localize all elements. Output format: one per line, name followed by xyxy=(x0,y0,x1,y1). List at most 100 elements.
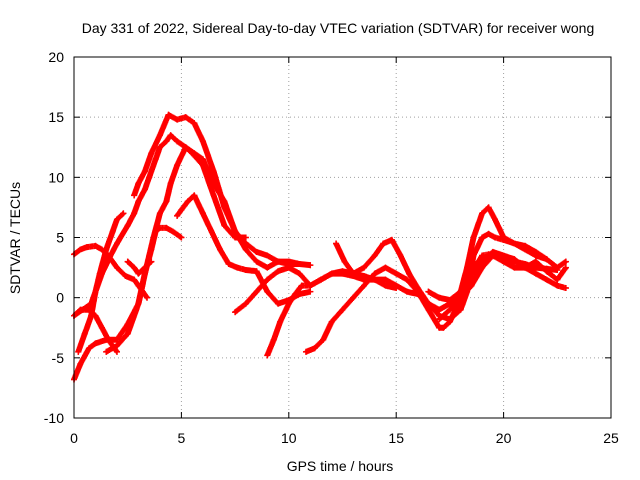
data-point xyxy=(77,246,84,253)
data-point xyxy=(511,264,518,271)
data-point xyxy=(292,291,299,298)
data-point xyxy=(532,258,539,265)
data-point xyxy=(341,258,348,265)
y-tick-label: 10 xyxy=(48,169,64,185)
data-point xyxy=(360,273,367,280)
data-point xyxy=(174,116,181,123)
x-tick-label: 5 xyxy=(178,430,186,446)
data-point xyxy=(562,264,569,271)
data-point xyxy=(109,228,116,235)
data-point xyxy=(543,256,550,263)
data-point xyxy=(320,336,327,343)
data-point xyxy=(221,204,228,211)
data-point xyxy=(350,270,357,277)
data-point xyxy=(75,348,82,355)
data-point xyxy=(199,210,206,217)
data-point xyxy=(131,276,138,283)
data-point xyxy=(489,252,496,259)
data-point xyxy=(210,168,217,175)
data-point xyxy=(144,294,151,301)
data-point xyxy=(124,258,131,265)
data-point xyxy=(146,174,153,181)
data-point xyxy=(371,252,378,259)
data-point xyxy=(152,156,159,163)
data-point xyxy=(328,318,335,325)
data-point xyxy=(492,216,499,223)
data-point xyxy=(554,282,561,289)
data-point xyxy=(156,144,163,151)
data-point xyxy=(393,285,400,292)
data-point xyxy=(163,138,170,145)
data-point xyxy=(479,252,486,259)
data-point xyxy=(167,180,174,187)
data-point xyxy=(81,330,88,337)
data-point xyxy=(554,276,561,283)
data-point xyxy=(242,266,249,273)
data-point xyxy=(339,268,346,275)
y-tick-label: 15 xyxy=(48,109,64,125)
data-point xyxy=(253,248,260,255)
data-point xyxy=(500,234,507,241)
data-point xyxy=(307,288,314,295)
data-point xyxy=(264,264,271,271)
data-point xyxy=(522,264,529,271)
series-track-6 xyxy=(103,224,185,355)
data-point xyxy=(124,330,131,337)
data-point xyxy=(285,300,292,307)
data-point xyxy=(277,318,284,325)
data-point xyxy=(307,262,314,269)
data-point xyxy=(234,264,241,271)
data-point xyxy=(388,236,395,243)
data-point xyxy=(311,345,318,352)
series-track-8 xyxy=(124,258,155,277)
data-point xyxy=(275,300,282,307)
data-point xyxy=(113,240,120,247)
data-point xyxy=(148,246,155,253)
data-point xyxy=(436,316,443,323)
data-point xyxy=(532,252,539,259)
data-point xyxy=(511,258,518,265)
data-point xyxy=(380,240,387,247)
gridlines xyxy=(74,57,611,418)
data-point xyxy=(135,300,142,307)
data-point xyxy=(167,132,174,139)
data-point xyxy=(492,234,499,241)
data-point xyxy=(485,230,492,237)
data-point xyxy=(275,268,282,275)
data-point xyxy=(403,288,410,295)
y-tick-label: -10 xyxy=(44,410,64,426)
data-point xyxy=(382,282,389,289)
data-point xyxy=(182,114,189,121)
data-point xyxy=(522,246,529,253)
data-point xyxy=(425,300,432,307)
series-track-7 xyxy=(131,111,303,267)
data-point xyxy=(296,270,303,277)
data-series-layer xyxy=(71,111,569,383)
data-point xyxy=(485,204,492,211)
data-point xyxy=(124,222,131,229)
data-point xyxy=(86,306,93,313)
series-track-11 xyxy=(264,268,400,359)
data-point xyxy=(191,192,198,199)
data-point xyxy=(440,324,447,331)
data-point xyxy=(446,306,453,313)
data-point xyxy=(457,306,464,313)
data-point xyxy=(113,342,120,349)
data-point xyxy=(446,297,453,304)
data-point xyxy=(425,288,432,295)
data-point xyxy=(103,246,110,253)
data-point xyxy=(360,282,367,289)
data-point xyxy=(131,264,138,271)
data-point xyxy=(511,240,518,247)
data-point xyxy=(270,336,277,343)
data-point xyxy=(403,276,410,283)
data-point xyxy=(397,252,404,259)
data-point xyxy=(242,240,249,247)
data-point xyxy=(165,111,172,118)
data-point xyxy=(285,264,292,271)
data-point xyxy=(562,285,569,292)
data-point xyxy=(83,244,90,251)
data-point xyxy=(135,180,142,187)
data-point xyxy=(174,138,181,145)
